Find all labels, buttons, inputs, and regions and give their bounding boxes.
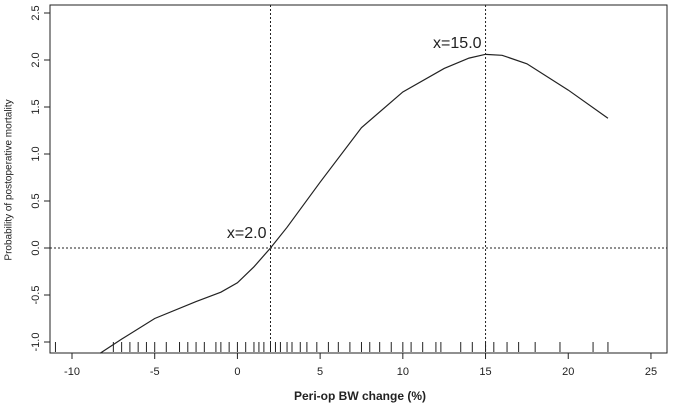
annotation: x=2.0 <box>227 225 267 242</box>
y-tick-label: 0.0 <box>30 240 42 255</box>
y-tick-label: 1.0 <box>30 146 42 161</box>
x-tick-label: 10 <box>397 366 409 378</box>
x-tick-label: 25 <box>645 366 657 378</box>
y-tick-label: 2.5 <box>30 5 42 20</box>
line-series <box>99 53 609 354</box>
x-tick-label: 15 <box>479 366 491 378</box>
y-tick-label: -1.0 <box>30 333 42 352</box>
x-tick-label: -10 <box>64 366 80 378</box>
y-tick-label: -0.5 <box>30 286 42 305</box>
x-tick-label: 5 <box>317 366 323 378</box>
y-tick-label: 1.5 <box>30 99 42 114</box>
x-tick-label: 20 <box>562 366 574 378</box>
x-tick-label: 0 <box>234 366 240 378</box>
y-tick-label: 0.5 <box>30 193 42 208</box>
x-axis-title: Peri-op BW change (%) <box>294 389 426 403</box>
y-axis-title: Probability of postoperative mortality <box>4 99 15 260</box>
x-tick-label: -5 <box>150 366 160 378</box>
y-tick-label: 2.0 <box>30 52 42 67</box>
plot-frame <box>49 4 668 354</box>
annotation: x=15.0 <box>433 35 482 52</box>
